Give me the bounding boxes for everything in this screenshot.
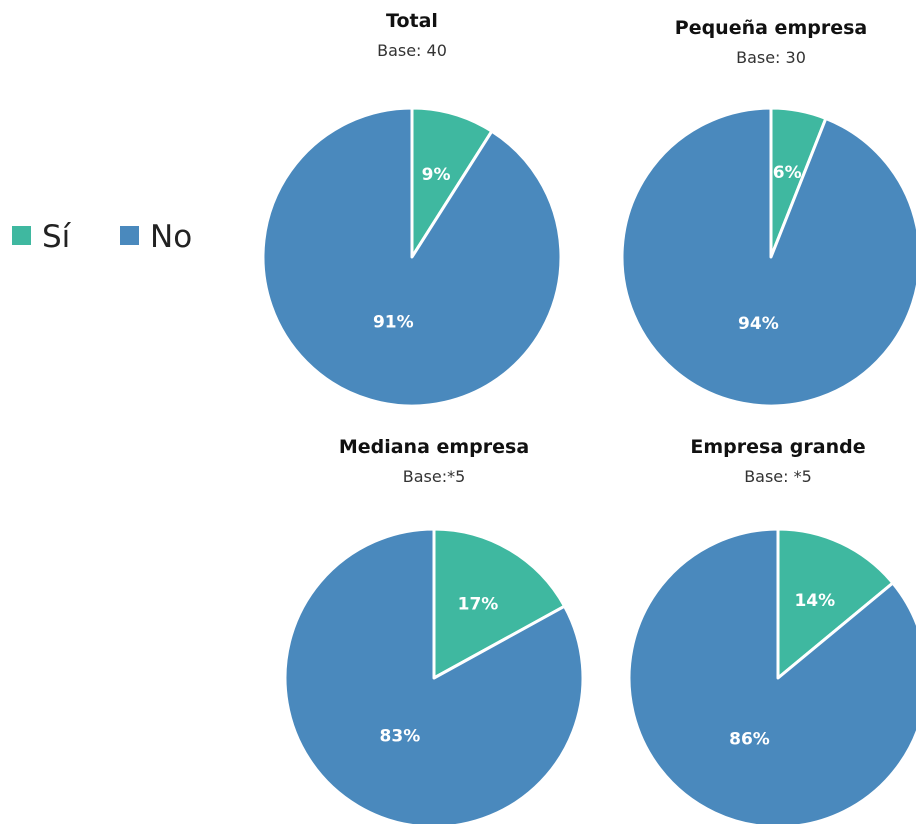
legend-swatch-si [12, 226, 31, 245]
pie-slice-no [283, 527, 585, 824]
pie-slice-no [627, 527, 916, 824]
chart-subtitle: Base: *5 [744, 467, 812, 486]
slice-label-no: 91% [373, 312, 414, 332]
chart-title: Pequeña empresa [675, 17, 867, 39]
chart-title: Total [386, 10, 438, 32]
pie-charts: Total Base: 40 9% 91% Pequeña empresa Base: 3… [261, 10, 916, 824]
slice-label-si: 9% [422, 165, 451, 185]
chart-title: Mediana empresa [339, 436, 529, 458]
legend-label-no: No [150, 219, 192, 255]
slice-label-no: 86% [729, 730, 770, 750]
slice-label-no: 83% [380, 727, 421, 747]
pie-slice-no [261, 106, 563, 408]
pie-slice-si [410, 106, 494, 259]
slice-label-si: 17% [458, 595, 499, 615]
legend-swatch-no [120, 226, 139, 245]
pie-chart-empresa-grande: Empresa grande Base: *5 14% 86% [627, 436, 916, 824]
pie-chart-total: Total Base: 40 9% 91% [261, 10, 563, 408]
slice-label-si: 6% [773, 163, 802, 183]
legend-label-si: Sí [42, 219, 72, 255]
pie-slice-si [776, 527, 895, 680]
pie-slice-no [620, 106, 916, 408]
chart-subtitle: Base: 30 [736, 48, 806, 67]
chart-subtitle: Base: 40 [377, 41, 447, 60]
pie-chart-pequena-empresa: Pequeña empresa Base: 30 6% 94% [620, 17, 916, 408]
slice-label-no: 94% [738, 314, 779, 334]
slice-label-si: 14% [794, 591, 835, 611]
pie-slice-si [432, 527, 567, 680]
pie-chart-mediana-empresa: Mediana empresa Base:*5 17% 83% [283, 436, 585, 824]
legend: Sí No [12, 219, 192, 255]
chart-subtitle: Base:*5 [403, 467, 466, 486]
chart-title: Empresa grande [690, 436, 865, 458]
